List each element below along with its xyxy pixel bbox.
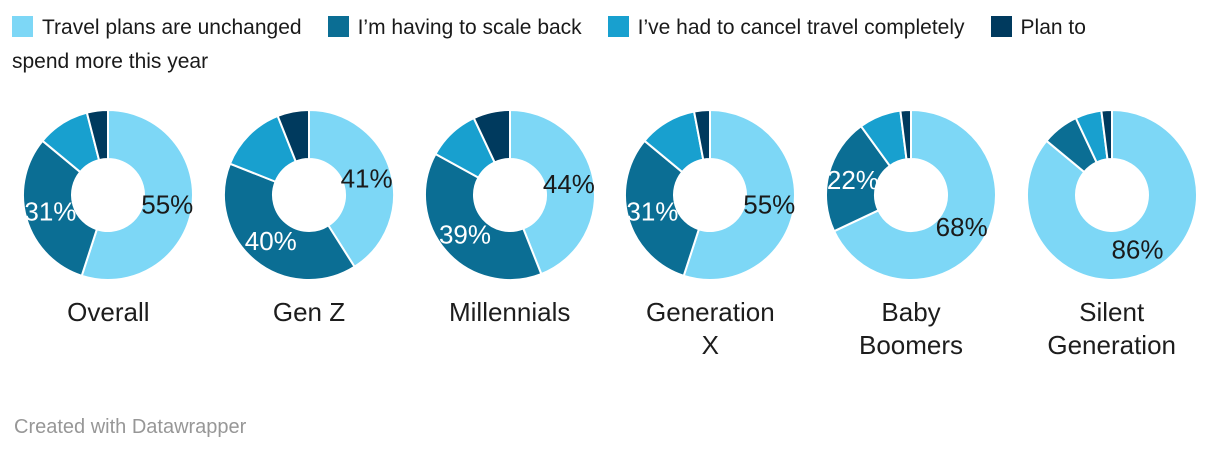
slice-unchanged[interactable] bbox=[508, 109, 596, 276]
category-label-baby-boomers: Baby Boomers bbox=[859, 297, 964, 361]
donut-svg-gen-z: 41% 40% bbox=[223, 109, 395, 281]
donut-svg-baby-boomers: 68% 22% bbox=[825, 109, 997, 281]
slice-unchanged[interactable] bbox=[833, 109, 997, 281]
donut-svg-silent-generation: 86% bbox=[1025, 109, 1198, 281]
legend-swatch-scale-back-icon bbox=[327, 16, 349, 37]
slice-spend-more[interactable] bbox=[472, 109, 511, 164]
donut-millennials: 44% 39% Millennials bbox=[409, 109, 610, 362]
legend-item-unchanged: Travel plans are unchanged bbox=[12, 16, 302, 39]
slice-spend-more[interactable] bbox=[693, 109, 712, 161]
legend-label: Plan to spend more this year bbox=[12, 16, 1086, 73]
category-label-silent-generation: Silent Generation bbox=[1047, 297, 1177, 361]
slice-spend-more[interactable] bbox=[86, 109, 110, 162]
category-label-generation-x: Generation X bbox=[646, 297, 775, 361]
slice-spend-more[interactable] bbox=[1100, 109, 1113, 161]
slice-value-label-scale-back: 22% bbox=[827, 165, 879, 195]
slice-value-label-unchanged: 55% bbox=[744, 189, 796, 219]
category-label-overall: Overall bbox=[67, 297, 150, 327]
slice-scale-back[interactable] bbox=[423, 153, 542, 281]
donut-gen-z: 41% 40% Gen Z bbox=[209, 109, 410, 362]
slice-value-label-scale-back: 39% bbox=[439, 220, 491, 250]
slice-value-label-unchanged: 44% bbox=[543, 169, 595, 199]
slice-value-label-unchanged: 68% bbox=[936, 212, 988, 242]
slice-unchanged[interactable] bbox=[1025, 109, 1198, 281]
slice-value-label-scale-back: 40% bbox=[245, 226, 297, 256]
datawrapper-credit[interactable]: Created with Datawrapper bbox=[14, 416, 247, 438]
slice-value-label-scale-back: 31% bbox=[627, 197, 679, 227]
slice-scale-back[interactable] bbox=[825, 125, 891, 233]
legend-swatch-cancel-icon bbox=[607, 16, 629, 37]
legend-label: I’ve had to cancel travel completely bbox=[637, 16, 965, 39]
donut-generation-x: 55% 31% Generation X bbox=[610, 109, 811, 362]
legend-swatch-spend-more-icon bbox=[990, 16, 1012, 37]
slice-value-label-unchanged: 55% bbox=[142, 189, 194, 219]
slice-value-label-unchanged: 41% bbox=[341, 163, 393, 193]
legend-label: Travel plans are unchanged bbox=[42, 16, 302, 39]
donut-overall: 55% 31% Overall bbox=[8, 109, 209, 362]
slice-value-label-scale-back: 31% bbox=[25, 197, 77, 227]
slice-spend-more[interactable] bbox=[276, 109, 310, 163]
legend-item-spend-more: Plan to spend more this year bbox=[12, 16, 1086, 73]
category-label-millennials: Millennials bbox=[448, 297, 571, 327]
slice-unchanged[interactable] bbox=[683, 109, 797, 281]
category-label-gen-z: Gen Z bbox=[272, 297, 346, 327]
chart-legend: Travel plans are unchanged I’m having to … bbox=[0, 0, 1220, 79]
slice-scale-back[interactable] bbox=[22, 139, 99, 277]
slice-value-label-unchanged: 86% bbox=[1111, 234, 1163, 264]
donut-baby-boomers: 68% 22% Baby Boomers bbox=[811, 109, 1012, 362]
slice-scale-back[interactable] bbox=[223, 162, 356, 281]
slice-spend-more[interactable] bbox=[899, 109, 913, 161]
legend-label: I’m having to scale back bbox=[357, 16, 582, 39]
slice-unchanged[interactable] bbox=[81, 109, 195, 281]
donut-chart-row: 55% 31% Overall 41% 40% Gen Z 44% 39% Mille… bbox=[0, 109, 1220, 362]
legend-swatch-unchanged-icon bbox=[12, 16, 33, 37]
legend-item-scale-back: I’m having to scale back bbox=[327, 16, 582, 39]
donut-svg-generation-x: 55% 31% bbox=[624, 109, 797, 281]
donut-svg-overall: 55% 31% bbox=[22, 109, 195, 281]
legend-item-cancel: I’ve had to cancel travel completely bbox=[607, 16, 965, 39]
donut-svg-millennials: 44% 39% bbox=[423, 109, 596, 281]
donut-silent-generation: 86% Silent Generation bbox=[1011, 109, 1212, 362]
slice-scale-back[interactable] bbox=[624, 139, 701, 277]
